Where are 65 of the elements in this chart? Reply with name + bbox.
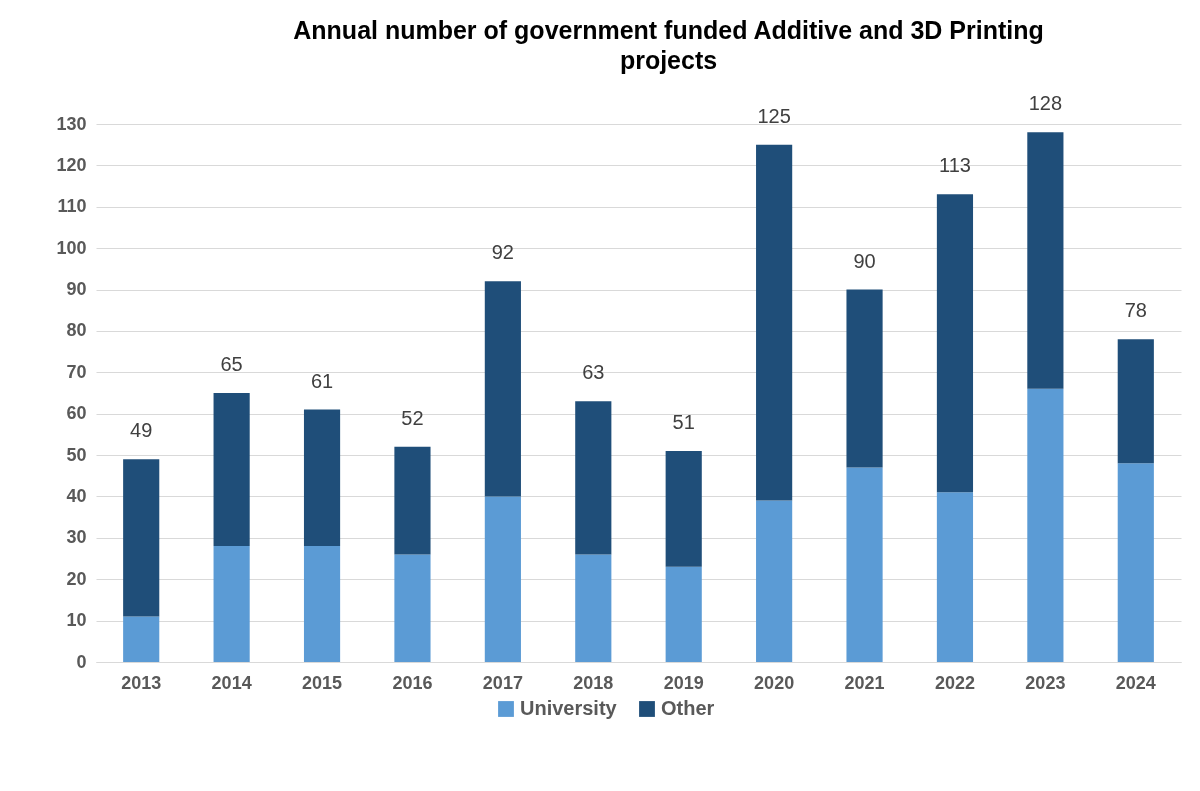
bar — [575, 401, 612, 555]
total-label: 78 — [1124, 299, 1147, 322]
y-tick-label: 10 — [66, 610, 87, 631]
x-tick-label: 2018 — [573, 672, 614, 693]
y-tick-label: 80 — [66, 320, 87, 341]
total-label: 65 — [220, 353, 243, 375]
y-tick-label: 50 — [66, 444, 87, 465]
y-tick-label: 30 — [66, 527, 87, 548]
bar — [936, 492, 974, 662]
total-label: 90 — [853, 249, 876, 272]
x-tick-label: 2024 — [1115, 672, 1156, 693]
total-label: 113 — [939, 154, 971, 177]
total-label: 52 — [401, 406, 424, 429]
bar — [394, 446, 431, 555]
y-tick-label: 60 — [66, 403, 87, 424]
y-tick-label: 100 — [56, 237, 87, 258]
bar — [303, 546, 341, 662]
y-tick-label: 90 — [66, 279, 87, 300]
x-tick-label: 2023 — [1025, 672, 1066, 693]
bar — [213, 393, 250, 547]
total-label: 49 — [130, 419, 153, 442]
y-tick-label: 40 — [66, 485, 87, 506]
bar — [213, 546, 250, 662]
bar — [846, 289, 883, 468]
total-label: 51 — [672, 410, 695, 433]
chart-title: Annual number of government funded Additive and 3D Printing projects — [293, 16, 1044, 75]
legend-label: University — [520, 697, 618, 719]
legend-label: Other — [661, 697, 715, 719]
x-tick-label: 2022 — [934, 672, 975, 693]
total-label: 61 — [310, 369, 334, 392]
x-tick-label: 2015 — [302, 672, 343, 693]
bar — [484, 496, 521, 662]
x-tick-label: 2019 — [663, 672, 704, 693]
y-tick-label: 70 — [66, 361, 87, 382]
x-tick-label: 2016 — [392, 672, 433, 693]
bar — [756, 500, 793, 662]
bar — [484, 281, 521, 497]
total-label: 63 — [582, 361, 605, 384]
total-label: 128 — [1028, 92, 1063, 115]
y-tick-label: 110 — [57, 196, 87, 217]
x-tick-label: 2013 — [121, 672, 162, 693]
x-tick-label: 2014 — [211, 672, 252, 693]
bar — [123, 459, 160, 617]
bar — [123, 616, 160, 662]
x-tick-label: 2021 — [844, 672, 885, 693]
bar — [1117, 463, 1154, 662]
total-label: 125 — [757, 104, 791, 127]
bar — [1117, 339, 1154, 464]
bar — [1027, 132, 1064, 389]
bar — [575, 554, 612, 662]
bar — [936, 194, 974, 493]
bar — [756, 144, 793, 501]
bar — [1027, 388, 1064, 662]
total-label: 92 — [491, 241, 514, 264]
bar — [665, 450, 702, 567]
bar — [665, 566, 702, 662]
x-tick-label: 2017 — [482, 672, 523, 693]
bar — [846, 467, 883, 662]
bar — [303, 409, 341, 547]
y-tick-label: 20 — [66, 568, 87, 589]
y-tick-label: 130 — [56, 113, 87, 134]
x-tick-label: 2020 — [754, 672, 795, 693]
y-tick-label: 120 — [56, 154, 87, 175]
bar — [394, 554, 431, 662]
y-tick-label: 0 — [76, 651, 87, 672]
